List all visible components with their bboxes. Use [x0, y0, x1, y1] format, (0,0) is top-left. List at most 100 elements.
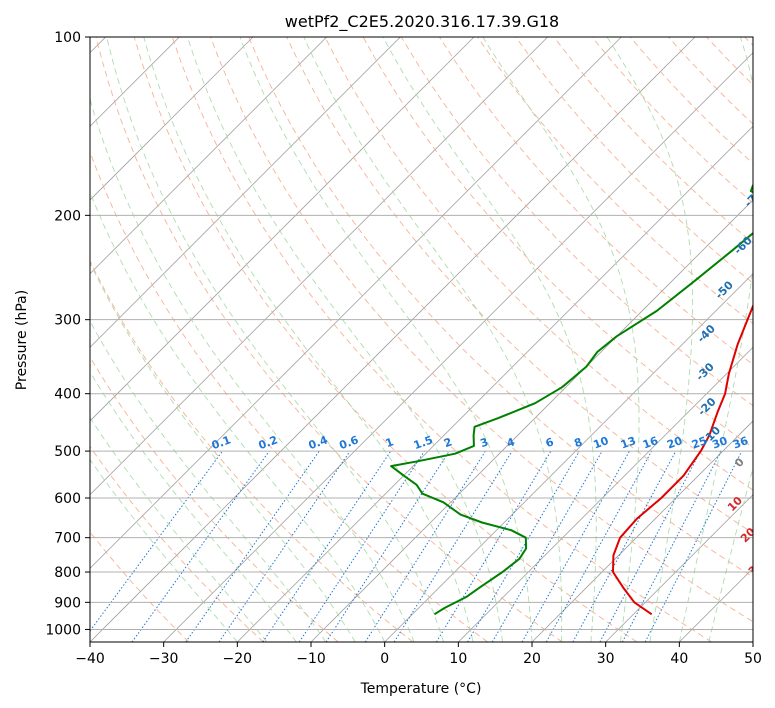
ccl-label: 0 [732, 455, 747, 470]
mixing-ratio-label: 20 [665, 434, 684, 452]
theta-label: -80 [750, 148, 773, 171]
x-tick-label: 30 [597, 651, 615, 667]
dry-adiabat-line [553, 37, 753, 244]
chart-labels: 0.10.20.40.611.52346810131620253036-100-… [210, 148, 775, 608]
mixing-ratio-label: 8 [572, 435, 584, 450]
dry-adiabat-line [90, 445, 264, 642]
x-tick-label: 10 [449, 651, 467, 667]
mixing-ratio-label: 25 [690, 434, 709, 451]
plot-area: 0.10.20.40.611.52346810131620253036-100-… [90, 37, 775, 642]
mixing-ratio-label: 0.1 [210, 433, 233, 452]
theta-label: -50 [713, 278, 736, 301]
dry-adiabat-line [210, 37, 753, 623]
mixing-ratio-line [364, 450, 486, 642]
moist-adiabat-line [90, 97, 415, 642]
theta-label: -40 [695, 322, 718, 345]
isotherm-line [384, 273, 753, 642]
mixing-ratio-line [545, 450, 653, 642]
dry-adiabat-line [133, 37, 638, 642]
moist-adiabat-line [187, 37, 503, 642]
mixing-ratio-label: 2 [442, 435, 454, 450]
mixing-ratio-label: 13 [619, 434, 638, 451]
y-tick-label: 100 [54, 30, 81, 46]
mixing-ratio-line [621, 450, 722, 642]
y-tick-label: 300 [54, 313, 81, 329]
moist-adiabat-line [708, 465, 753, 642]
mixing-ratio-label: 4 [505, 435, 517, 450]
moist-adiabat-line [606, 37, 694, 642]
mixing-ratio-line [325, 450, 450, 642]
isotherm-line [679, 567, 753, 642]
mixing-ratio-label: 0.6 [338, 433, 361, 452]
mixing-ratio-line [393, 450, 513, 642]
x-tick-label: −10 [296, 651, 326, 667]
moist-adiabat-line [90, 261, 356, 642]
dewpoint-profile-line [390, 184, 753, 616]
moist-adiabat-line [239, 37, 533, 642]
mixing-ratio-label: 1.5 [412, 433, 435, 452]
temperature-profile-line [612, 303, 753, 616]
x-tick-label: 40 [670, 651, 688, 667]
theta-label: -60 [731, 234, 754, 257]
isotherm-line [531, 420, 753, 642]
axes: −40 −30 −20 −10 0 10 20 30 40 5010020030040050060… [45, 30, 762, 667]
isotherm-line [237, 125, 753, 642]
mixing-ratio-label: 1 [384, 435, 396, 450]
x-axis-label: Temperature (°C) [360, 681, 482, 697]
mixing-ratio-line [131, 450, 270, 642]
mixing-ratio-line [218, 450, 351, 642]
dry-adiabat-line [90, 259, 414, 642]
dry-adiabat-line [248, 37, 753, 578]
y-axis-label: Pressure (hPa) [14, 290, 30, 390]
moist-adiabat-line [90, 416, 268, 642]
dry-adiabat-line [90, 150, 488, 642]
mixing-ratio-label: 0.2 [257, 433, 280, 452]
chart-title: wetPf2_C2E5.2020.316.17.39.G18 [285, 12, 559, 32]
y-tick-label: 600 [54, 491, 81, 507]
mixing-ratio-label: 6 [544, 435, 556, 450]
moist-adiabat-line [90, 371, 297, 642]
isotherm-line [90, 37, 622, 569]
moist-adiabat-line [303, 37, 563, 642]
isotherm-line [90, 37, 401, 348]
moist-adiabat-line [90, 320, 327, 642]
profile-series [390, 184, 753, 616]
moist-adiabat-line [678, 37, 753, 642]
background-lines [90, 37, 753, 642]
mixing-ratio-line [644, 450, 743, 642]
isotherm-line [90, 37, 548, 496]
y-tick-label: 700 [54, 531, 81, 547]
isotherm-line [90, 37, 254, 201]
y-tick-label: 1000 [45, 622, 81, 638]
ccl-label: 30 [746, 558, 766, 578]
dry-adiabat-line [171, 37, 712, 642]
dry-adiabat-line [439, 37, 753, 365]
mixing-ratio-label: 16 [641, 434, 660, 452]
ccl-label: 40 [756, 588, 775, 608]
dry-adiabat-line [95, 37, 563, 642]
x-tick-label: 50 [744, 651, 762, 667]
x-tick-label: 20 [523, 651, 541, 667]
ccl-label: 10 [725, 494, 745, 514]
y-tick-label: 800 [54, 565, 81, 581]
mixing-ratio-line [262, 450, 392, 642]
isotherm-line [752, 641, 753, 642]
dry-adiabat-line [90, 356, 339, 642]
dry-adiabat-line [744, 37, 753, 47]
isotherm-line [90, 37, 696, 642]
mixing-ratio-label: 10 [592, 434, 611, 452]
x-tick-label: 0 [380, 651, 389, 667]
ccl-label: 20 [738, 525, 758, 545]
y-tick-label: 500 [54, 444, 81, 460]
y-tick-label: 400 [54, 387, 81, 403]
moist-adiabat-line [90, 458, 238, 642]
moist-adiabat-line [482, 37, 640, 642]
x-tick-label: −30 [149, 651, 179, 667]
dry-adiabat-line [706, 37, 753, 86]
mixing-ratio-line [572, 450, 677, 642]
dry-adiabat-line [668, 37, 753, 125]
mixing-ratio-line [90, 450, 223, 632]
moist-adiabat-line [382, 37, 597, 642]
y-tick-label: 900 [54, 595, 81, 611]
mixing-ratio-line [298, 450, 425, 642]
